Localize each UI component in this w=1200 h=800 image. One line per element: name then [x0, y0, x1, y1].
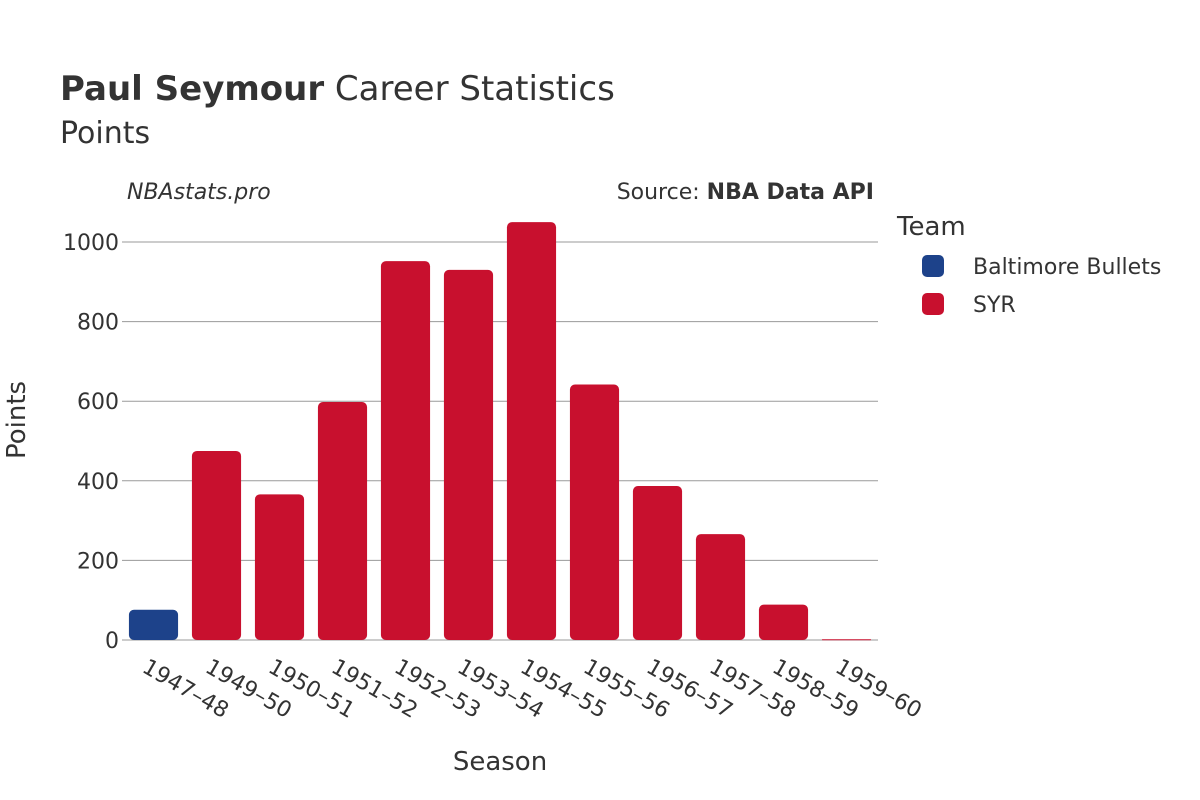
bar-syr-1952–53	[380, 261, 431, 640]
bar-syr-1957–58	[695, 534, 746, 640]
legend-items: Baltimore Bullets SYR	[922, 255, 1161, 318]
y-tick-label-600: 600	[77, 390, 119, 415]
y-tick-label-200: 200	[77, 549, 119, 574]
bar-syr-1951–52	[317, 401, 368, 640]
chart-title-player: Paul Seymour	[60, 69, 324, 109]
legend-label-syr[interactable]: SYR	[973, 293, 1016, 318]
watermark: NBAstats.pro	[127, 180, 271, 205]
bar-syr-1954–55	[506, 222, 557, 640]
bar-baltimore-bullets-1947–48	[128, 609, 179, 640]
source-prefix: Source:	[617, 180, 707, 205]
source-name: NBA Data API	[707, 180, 874, 205]
x-axis-ticks: 1947–481949–501950–511951–521952–531953–…	[138, 655, 926, 724]
legend-title: Team	[896, 212, 966, 242]
legend-swatch-baltimore-bullets[interactable]	[922, 255, 944, 277]
bar-syr-1959–60	[821, 639, 872, 641]
bar-syr-1949–50	[191, 450, 242, 640]
chart-subtitle: Points	[60, 116, 150, 151]
bars	[128, 222, 872, 641]
y-tick-label-400: 400	[77, 470, 119, 495]
bar-syr-1958–59	[758, 604, 809, 640]
y-tick-label-0: 0	[105, 629, 119, 654]
legend: Team Baltimore Bullets SYR	[896, 212, 1161, 318]
legend-label-baltimore-bullets[interactable]: Baltimore Bullets	[973, 255, 1161, 280]
bar-syr-1950–51	[254, 494, 305, 640]
bar-syr-1953–54	[443, 269, 494, 640]
chart-title-rest: Career Statistics	[324, 69, 615, 109]
bar-syr-1955–56	[569, 384, 620, 640]
source-credit: Source: NBA Data API	[617, 180, 874, 205]
y-axis-ticks: 0 200 400 600 800 1000	[63, 231, 119, 654]
gridlines	[122, 241, 878, 641]
chart-title: Paul Seymour Career Statistics	[60, 69, 615, 109]
y-tick-label-800: 800	[77, 311, 119, 336]
bar-syr-1956–57	[632, 485, 683, 640]
x-axis-title: Season	[453, 747, 547, 777]
y-tick-label-1000: 1000	[63, 231, 119, 256]
y-axis-title: Points	[2, 381, 32, 459]
legend-swatch-syr[interactable]	[922, 293, 944, 315]
